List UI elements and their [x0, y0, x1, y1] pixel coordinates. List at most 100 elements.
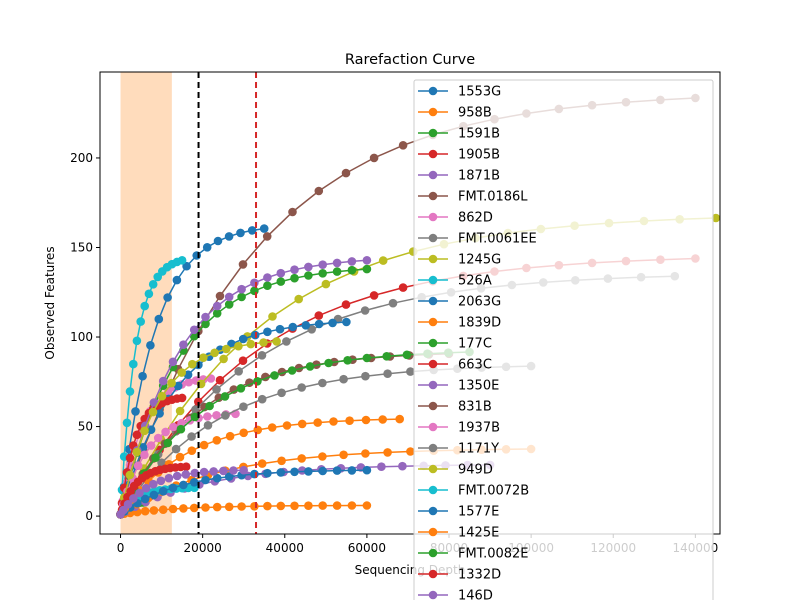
data-point: [220, 392, 230, 401]
legend-marker: [428, 128, 438, 138]
data-point: [263, 468, 272, 478]
data-point: [229, 385, 239, 394]
data-point: [203, 421, 213, 430]
data-point: [168, 357, 178, 367]
data-point: [362, 255, 372, 265]
data-point: [362, 353, 372, 363]
legend-marker: [428, 569, 438, 579]
data-point: [272, 337, 281, 346]
data-point: [224, 292, 234, 302]
data-point: [156, 476, 166, 486]
legend-marker: [428, 338, 438, 348]
legend-item-fmt-0061ee: FMT.0061EE: [418, 232, 537, 247]
data-point: [406, 447, 415, 456]
data-point: [360, 306, 370, 315]
data-point: [382, 352, 392, 361]
data-point: [341, 168, 351, 178]
data-point: [146, 441, 156, 450]
legend-marker: [428, 527, 438, 537]
legend-label: 958B: [458, 106, 492, 121]
data-point: [212, 436, 222, 445]
legend-marker: [428, 443, 438, 453]
legend-item-fmt-0186l: FMT.0186L: [418, 190, 528, 205]
data-point: [402, 350, 412, 360]
legend-item-1905b: 1905B: [418, 148, 500, 163]
data-point: [221, 411, 230, 420]
data-point: [246, 339, 256, 349]
legend-label: 1591B: [458, 127, 500, 142]
data-point: [236, 384, 246, 393]
data-point: [290, 273, 299, 283]
data-point: [294, 294, 304, 304]
legend-item-2063g: 2063G: [418, 295, 501, 310]
data-point: [313, 418, 323, 427]
legend-marker: [428, 359, 438, 369]
data-point: [250, 469, 259, 479]
data-point: [187, 446, 197, 456]
legend-label: FMT.0186L: [458, 190, 528, 205]
data-point: [332, 466, 342, 475]
data-point: [239, 465, 248, 475]
data-point: [149, 398, 159, 407]
data-point: [288, 207, 297, 217]
data-point: [383, 448, 392, 457]
axes-frame: [99, 71, 721, 535]
data-point: [276, 468, 286, 477]
data-point: [318, 260, 328, 270]
data-point: [189, 478, 199, 487]
legend-item-1245g: 1245G: [418, 253, 501, 268]
legend-label: 526A: [458, 274, 492, 289]
data-point: [277, 388, 286, 398]
data-point: [172, 471, 182, 481]
data-point: [270, 371, 279, 380]
data-point: [224, 472, 234, 481]
data-point: [398, 283, 408, 292]
data-point: [132, 430, 142, 440]
data-point: [179, 340, 188, 350]
data-point: [268, 312, 277, 321]
data-point: [314, 319, 324, 329]
legend-marker: [428, 254, 438, 264]
legend-item-949d: 949D: [418, 463, 493, 478]
legend-marker: [428, 107, 438, 117]
data-point: [168, 483, 178, 493]
data-point: [148, 407, 158, 417]
data-point: [275, 324, 285, 334]
legend-item-1871b: 1871B: [418, 169, 500, 184]
y-axis: 0 50 100 150 200: [70, 151, 100, 523]
data-point: [179, 504, 188, 513]
legend-item-1839d: 1839D: [418, 316, 501, 331]
legend-item-1332d: 1332D: [418, 568, 501, 583]
data-point: [168, 504, 178, 514]
data-point: [314, 186, 324, 196]
legend-item-fmt-0072b: FMT.0072B: [418, 484, 529, 499]
data-point: [212, 309, 222, 318]
data-point: [259, 224, 269, 233]
data-point: [369, 153, 379, 163]
data-point: [131, 407, 140, 416]
data-point: [238, 334, 248, 344]
legend-box: [413, 79, 714, 600]
legend-label: 1905B: [458, 148, 500, 163]
data-point: [149, 506, 159, 515]
data-point: [172, 275, 182, 285]
data-point: [163, 293, 172, 302]
y-tick-label: 100: [70, 330, 93, 344]
x-tick-label: 0: [117, 541, 125, 555]
data-point: [277, 456, 286, 466]
data-point: [290, 467, 299, 477]
data-point: [177, 368, 186, 377]
data-point: [361, 371, 370, 381]
x-tick-label: 60000: [348, 541, 386, 555]
y-tick-label: 0: [85, 509, 93, 523]
data-point: [201, 319, 210, 329]
legend-item-831b: 831B: [418, 400, 492, 415]
data-point: [329, 417, 338, 426]
data-point: [144, 289, 154, 299]
data-point: [304, 271, 313, 280]
data-point: [164, 473, 174, 483]
data-point: [190, 468, 200, 478]
data-point: [199, 467, 209, 477]
legend-label: 1937B: [458, 421, 500, 436]
data-point: [132, 336, 142, 346]
